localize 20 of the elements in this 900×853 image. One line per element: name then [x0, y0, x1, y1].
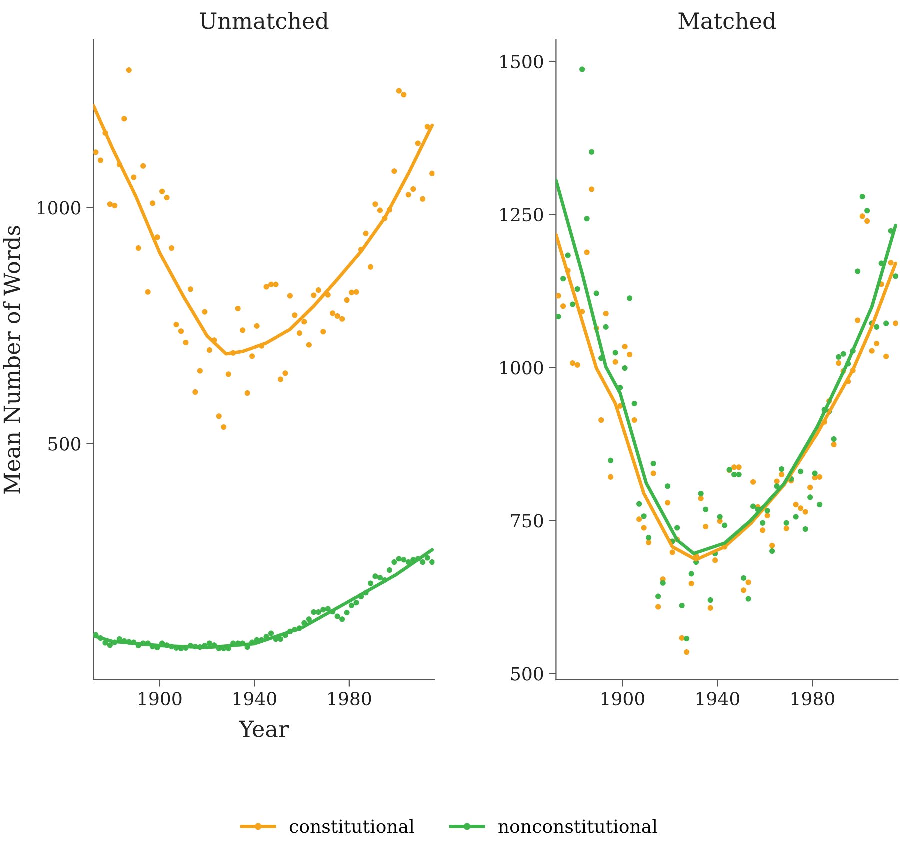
y-tick-label: 1000 — [500, 361, 544, 375]
x-tick-label: 1900 — [139, 692, 182, 706]
x-tick-label: 1940 — [696, 692, 740, 706]
x-tick-label: 1940 — [234, 692, 276, 706]
x-axis-title: Year — [239, 720, 290, 738]
y-tick-label: 500 — [511, 667, 544, 681]
chart-title: Matched — [678, 12, 776, 30]
y-axis-title: Mean Number of Words — [3, 226, 20, 494]
y-tick-label: 1500 — [500, 54, 544, 69]
y-tick-label: 500 — [48, 437, 81, 451]
y-tick-label: 750 — [511, 514, 544, 528]
y-tick-label: 1250 — [500, 208, 544, 222]
y-tick-label: 1000 — [38, 201, 81, 215]
x-tick-label: 1900 — [602, 692, 644, 706]
line-series — [94, 104, 434, 356]
chart-title: Unmatched — [200, 12, 329, 30]
legend-label: nonconstitutional — [498, 819, 658, 834]
x-tick-label: 1980 — [792, 692, 834, 706]
x-tick-label: 1980 — [328, 692, 372, 706]
legend-label: constitutional — [290, 819, 414, 834]
